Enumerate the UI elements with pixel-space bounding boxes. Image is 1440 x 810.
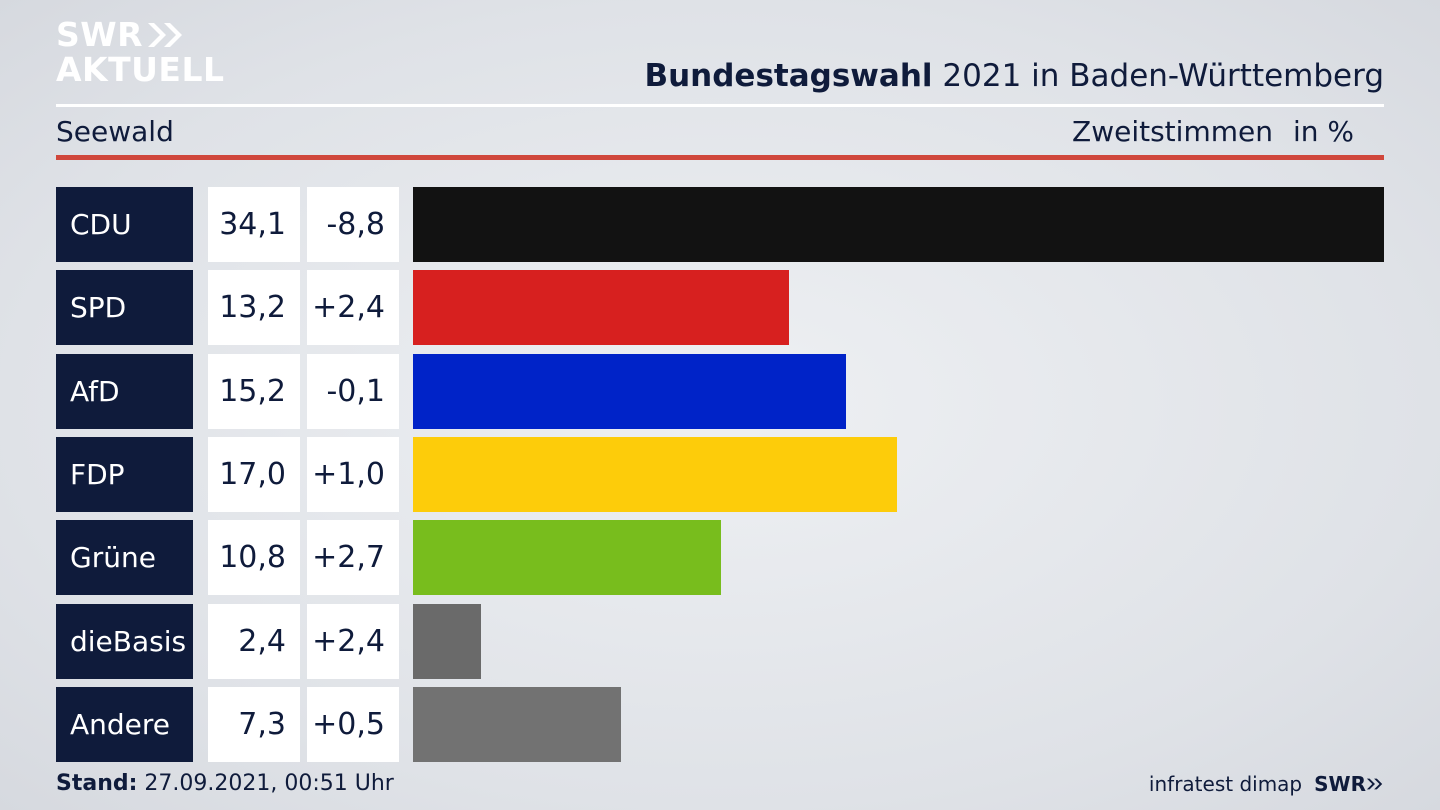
header-divider-white (56, 104, 1384, 107)
change-label: +2,4 (307, 270, 399, 346)
bar (413, 686, 621, 762)
value-label: 15,2 (208, 353, 300, 429)
value-label: 10,8 (208, 520, 300, 596)
bar (413, 187, 1384, 262)
party-label: Grüne (56, 520, 193, 596)
title-bold: Bundestagswahl (644, 58, 933, 94)
value-label: 17,0 (208, 436, 300, 512)
source-label: infratest dimap (1148, 772, 1303, 796)
swr-aktuell-logo: SWR AKTUELL (56, 18, 225, 86)
header-divider-red (56, 155, 1384, 160)
bar-row: Grüne 10,8 +2,7 (56, 520, 1384, 596)
region-name: Seewald (56, 115, 174, 148)
value-label: 13,2 (208, 270, 300, 346)
title-rest: 2021 in Baden-Württemberg (932, 58, 1384, 94)
bar-row: SPD 13,2 +2,4 (56, 270, 1384, 346)
party-label: dieBasis (56, 603, 193, 679)
bar (413, 436, 898, 512)
chart-title: Bundestagswahl 2021 in Baden-Württemberg (644, 58, 1384, 94)
metric-label: Zweitstimmen in % (1072, 115, 1354, 148)
stand-value: 27.09.2021, 00:51 Uhr (137, 771, 394, 796)
bar (413, 603, 482, 679)
bar (413, 270, 789, 346)
stand-label: Stand: (56, 771, 138, 796)
bar (413, 520, 721, 596)
change-label: +0,5 (307, 686, 399, 762)
metric-name: Zweitstimmen (1072, 115, 1273, 148)
change-label: +2,4 (307, 603, 399, 679)
value-label: 2,4 (208, 603, 300, 679)
brand-chevrons-icon (1366, 778, 1383, 790)
logo-line-1: SWR (56, 15, 144, 54)
timestamp: Stand: 27.09.2021, 00:51 Uhr (56, 771, 394, 796)
metric-unit: in % (1292, 115, 1354, 148)
logo-chevrons-icon (148, 22, 183, 47)
source-credit: infratest dimap SWR (1149, 772, 1384, 796)
party-label: CDU (56, 187, 193, 262)
party-label: SPD (56, 270, 193, 346)
bar (413, 353, 846, 429)
party-label: FDP (56, 436, 193, 512)
bar-row: dieBasis 2,4 +2,4 (56, 603, 1384, 679)
bar-row: CDU 34,1 -8,8 (56, 187, 1384, 262)
party-label: Andere (56, 686, 193, 762)
change-label: -8,8 (307, 187, 399, 262)
bar-row: AfD 15,2 -0,1 (56, 353, 1384, 429)
change-label: +1,0 (307, 436, 399, 512)
value-label: 7,3 (208, 686, 300, 762)
bar-row: Andere 7,3 +0,5 (56, 686, 1384, 762)
logo-line-2: AKTUELL (56, 50, 225, 89)
swr-brand: SWR (1314, 772, 1384, 796)
swr-brand-text: SWR (1314, 772, 1366, 796)
value-label: 34,1 (208, 187, 300, 262)
bar-row: FDP 17,0 +1,0 (56, 436, 1384, 512)
change-label: +2,7 (307, 520, 399, 596)
party-label: AfD (56, 353, 193, 429)
change-label: -0,1 (307, 353, 399, 429)
